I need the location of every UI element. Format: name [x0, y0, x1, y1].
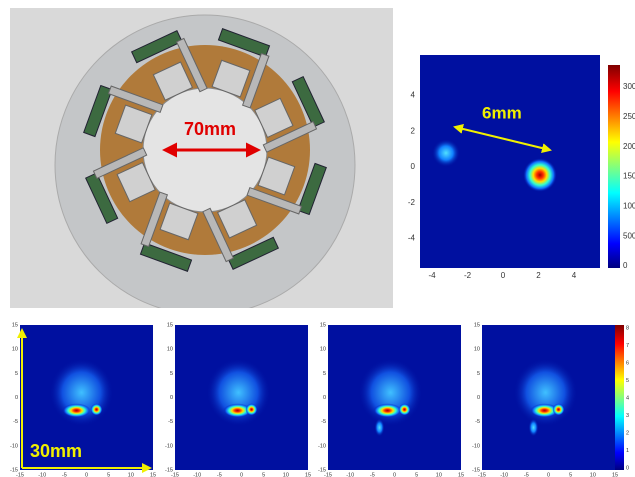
- y-tick-label: -5: [321, 419, 326, 425]
- x-tick-label: 5: [262, 472, 265, 477]
- y-tick-label: 2: [411, 126, 416, 135]
- y-tick-label: 0: [323, 395, 326, 401]
- y-tick-label: 0: [15, 395, 18, 401]
- x-tick-label: -10: [38, 472, 46, 477]
- x-tick-label: 10: [590, 472, 596, 477]
- colorbar-tick-label: 2: [626, 430, 629, 436]
- colorbar-tick-label: 6: [626, 360, 629, 366]
- x-tick-label: 4: [572, 271, 577, 280]
- activity-hotspot: [529, 419, 539, 437]
- y-tick-label: -10: [10, 443, 18, 449]
- y-tick-label: 5: [15, 371, 18, 377]
- y-tick-label: -5: [475, 419, 480, 425]
- x-tick-label: 15: [458, 472, 464, 477]
- activity-hotspot: [375, 419, 385, 437]
- y-tick-label: 4: [411, 91, 416, 100]
- colorbar-tick-label: 1: [626, 448, 629, 454]
- y-tick-label: 5: [323, 371, 326, 377]
- photo-label: 70mm: [184, 119, 236, 139]
- x-tick-label: 5: [569, 472, 572, 477]
- colorbar-tick-label: 500: [623, 231, 635, 240]
- colorbar-tick-label: 250: [623, 112, 635, 121]
- photo: [10, 8, 393, 315]
- x-tick-label: 5: [107, 472, 110, 477]
- y-tick-label: -15: [10, 467, 18, 473]
- y-tick-label: 0: [170, 395, 173, 401]
- y-tick-label: -4: [408, 234, 416, 243]
- y-tick-label: -15: [165, 467, 173, 473]
- x-tick-label: 0: [240, 472, 243, 477]
- x-tick-label: -4: [428, 271, 436, 280]
- x-tick-label: 0: [501, 271, 506, 280]
- colorbar-tick-label: 0: [626, 465, 629, 471]
- x-tick-label: 0: [85, 472, 88, 477]
- y-tick-label: 5: [170, 371, 173, 377]
- activity-hotspot: [91, 404, 103, 416]
- x-tick-label: 0: [547, 472, 550, 477]
- x-tick-label: -5: [217, 472, 222, 477]
- y-tick-label: -10: [165, 443, 173, 449]
- colorbar-tick-label: 5: [626, 378, 629, 384]
- colorbar-tick-label: 200: [623, 142, 635, 151]
- y-tick-label: -10: [318, 443, 326, 449]
- y-tick-label: 15: [167, 322, 173, 328]
- colorbar: [608, 65, 620, 268]
- x-tick-label: 10: [128, 472, 134, 477]
- x-tick-label: -5: [370, 472, 375, 477]
- y-tick-label: -5: [13, 419, 18, 425]
- source-spot: [432, 139, 460, 167]
- y-tick-label: -2: [408, 198, 416, 207]
- colorbar: [615, 325, 624, 470]
- colorbar-tick-label: 4: [626, 395, 629, 401]
- activity-hotspot: [553, 404, 565, 416]
- y-tick-label: 5: [477, 371, 480, 377]
- x-tick-label: 15: [150, 472, 156, 477]
- colorbar-tick-label: 300: [623, 82, 635, 91]
- x-tick-label: -5: [62, 472, 67, 477]
- colorbar-tick-label: 100: [623, 201, 635, 210]
- y-tick-label: 10: [167, 347, 173, 353]
- x-tick-label: -10: [500, 472, 508, 477]
- activity-hotspot: [399, 404, 411, 416]
- x-tick-label: -2: [464, 271, 472, 280]
- activity-hotspot: [63, 404, 91, 418]
- activity-hotspot: [374, 404, 402, 418]
- x-tick-label: -5: [524, 472, 529, 477]
- y-tick-label: -15: [472, 467, 480, 473]
- y-tick-label: 10: [12, 347, 18, 353]
- y-tick-label: 15: [474, 322, 480, 328]
- y-tick-label: -5: [168, 419, 173, 425]
- source-spot: [523, 158, 557, 192]
- y-tick-label: 10: [474, 347, 480, 353]
- distance-label: 6mm: [482, 103, 522, 122]
- colorbar-tick-label: 7: [626, 343, 629, 349]
- y-tick-label: 10: [320, 347, 326, 353]
- x-tick-label: -10: [346, 472, 354, 477]
- colorbar-tick-label: 3: [626, 413, 629, 419]
- y-tick-label: 0: [411, 162, 416, 171]
- x-tick-label: 15: [305, 472, 311, 477]
- colorbar-tick-label: 150: [623, 172, 635, 181]
- y-tick-label: -15: [318, 467, 326, 473]
- y-tick-label: 15: [12, 322, 18, 328]
- y-tick-label: 15: [320, 322, 326, 328]
- x-tick-label: 10: [283, 472, 289, 477]
- y-tick-label: -10: [472, 443, 480, 449]
- colorbar-tick-label: 8: [626, 325, 629, 331]
- x-tick-label: 15: [612, 472, 618, 477]
- activity-hotspot: [246, 404, 258, 416]
- y-tick-label: 0: [477, 395, 480, 401]
- x-tick-label: 2: [536, 271, 541, 280]
- figure: 70mm 6mm -15-10-5051015151050-5-10-15-15…: [0, 0, 635, 477]
- x-tick-label: 0: [393, 472, 396, 477]
- x-tick-label: 10: [436, 472, 442, 477]
- x-tick-label: 5: [415, 472, 418, 477]
- scale-label: 30mm: [30, 441, 82, 461]
- x-tick-label: -10: [193, 472, 201, 477]
- colorbar-tick-label: 0: [623, 261, 628, 270]
